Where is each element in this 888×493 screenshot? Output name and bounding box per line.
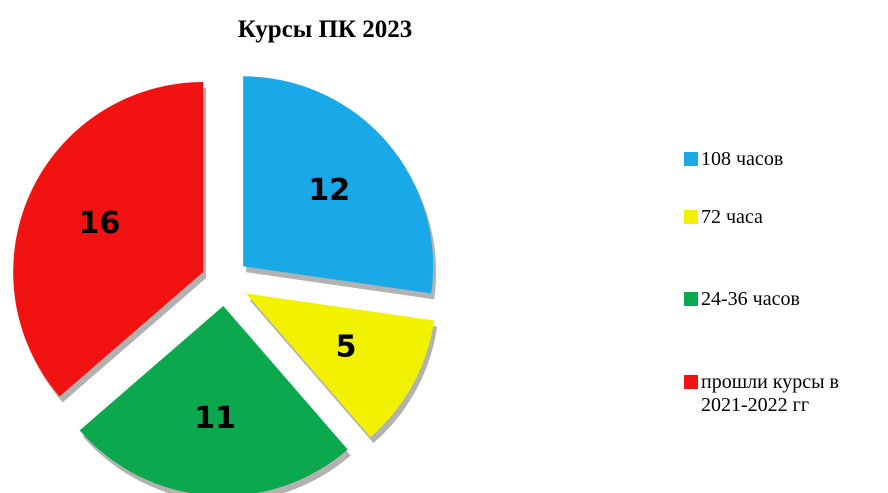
legend-item: прошли курсы в 2021-2022 гг [684, 371, 884, 417]
pie-slice [79, 305, 348, 493]
legend-label: прошли курсы в 2021-2022 гг [701, 371, 839, 416]
legend-swatch [684, 210, 698, 224]
legend-item: 108 часов [684, 148, 884, 171]
legend-item: 24-36 часов [684, 288, 884, 311]
legend-label: 24-36 часов [701, 288, 800, 310]
pie-slice [243, 76, 434, 294]
legend-swatch [684, 292, 698, 306]
legend-label: 72 часа [701, 206, 763, 228]
data-label: 11 [194, 401, 236, 436]
legend-label: 108 часов [701, 148, 784, 170]
legend-swatch [684, 375, 698, 389]
data-label: 12 [308, 173, 350, 208]
legend-swatch [684, 152, 698, 166]
data-label: 16 [79, 206, 121, 241]
legend-item: 72 часа [684, 206, 884, 229]
pie-slice [246, 293, 435, 438]
pie-slice [13, 82, 204, 397]
data-label: 5 [336, 330, 357, 365]
chart-title: Курсы ПК 2023 [238, 16, 413, 43]
